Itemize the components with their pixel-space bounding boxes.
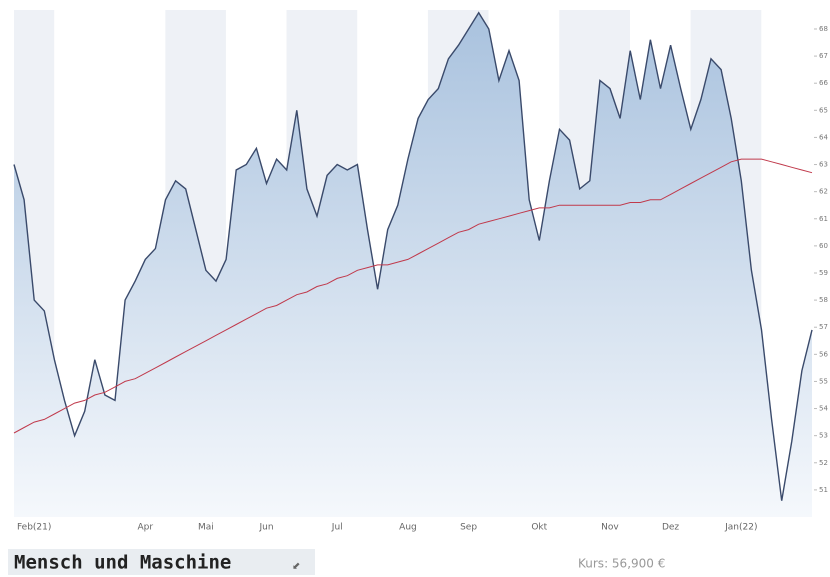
y-tick-label: 66 bbox=[819, 79, 828, 87]
chart-title: Mensch und Maschine bbox=[14, 552, 231, 574]
price-area bbox=[14, 12, 812, 517]
x-tick-label: Jun bbox=[259, 523, 274, 533]
x-tick-label: Nov bbox=[601, 523, 619, 533]
x-tick-label: Dez bbox=[662, 523, 679, 533]
y-tick-label: 59 bbox=[819, 269, 828, 277]
y-tick-label: 68 bbox=[819, 25, 828, 33]
x-tick-label: Jan(22) bbox=[724, 523, 757, 533]
x-tick-label: Okt bbox=[531, 523, 547, 533]
price-line bbox=[13, 11, 813, 501]
y-tick-label: 55 bbox=[819, 377, 828, 385]
x-tick-label: Jul bbox=[331, 523, 343, 533]
moving-average-line bbox=[13, 158, 813, 434]
title-icon[interactable]: ⬋ bbox=[292, 561, 300, 572]
y-tick-label: 65 bbox=[819, 106, 828, 114]
y-tick-label: 61 bbox=[819, 215, 828, 223]
y-tick-label: 60 bbox=[819, 242, 828, 250]
y-tick-label: 56 bbox=[819, 350, 828, 358]
title-background bbox=[8, 549, 315, 575]
y-tick-label: 58 bbox=[819, 296, 828, 304]
x-tick-label: Mai bbox=[198, 523, 214, 533]
y-tick-label: 63 bbox=[819, 161, 828, 169]
price-label: Kurs: 56,900 € bbox=[578, 557, 665, 571]
y-tick-label: 67 bbox=[819, 52, 828, 60]
y-tick-label: 57 bbox=[819, 323, 828, 331]
y-tick-label: 53 bbox=[819, 432, 828, 440]
x-tick-label: Aug bbox=[399, 523, 417, 533]
y-tick-label: 64 bbox=[819, 133, 828, 141]
x-tick-label: Feb(21) bbox=[17, 523, 51, 533]
x-tick-label: Apr bbox=[138, 523, 154, 533]
y-tick-label: 51 bbox=[819, 486, 828, 494]
y-tick-label: 52 bbox=[819, 459, 828, 467]
x-tick-label: Sep bbox=[460, 523, 477, 533]
y-tick-label: 62 bbox=[819, 188, 828, 196]
y-tick-label: 54 bbox=[819, 405, 828, 413]
